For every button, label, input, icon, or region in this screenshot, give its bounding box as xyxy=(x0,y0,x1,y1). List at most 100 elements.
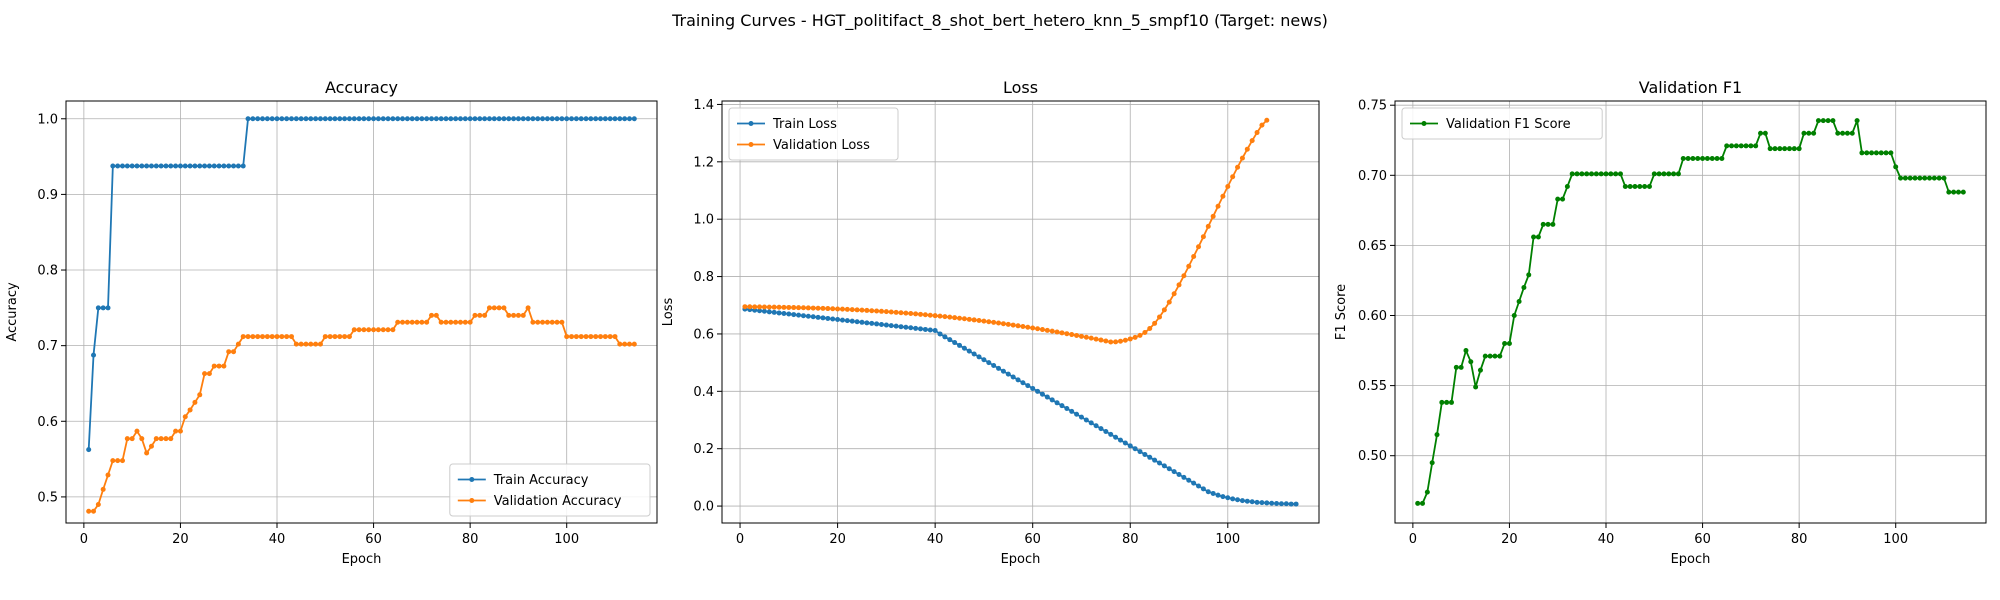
data-point xyxy=(883,322,889,328)
data-point xyxy=(211,363,217,369)
data-point xyxy=(1191,253,1197,259)
data-point xyxy=(971,351,977,357)
data-point xyxy=(1064,406,1070,412)
data-point xyxy=(235,163,241,169)
data-point xyxy=(1589,171,1595,177)
data-point xyxy=(486,305,492,311)
data-point xyxy=(264,116,270,122)
data-point xyxy=(1666,171,1672,177)
data-point xyxy=(1030,385,1036,391)
data-point xyxy=(1157,460,1163,466)
data-point xyxy=(124,436,130,442)
data-point xyxy=(1176,472,1182,478)
data-point xyxy=(927,327,933,333)
data-point xyxy=(1535,234,1541,240)
data-point xyxy=(520,312,526,318)
y-axis-label: Accuracy xyxy=(5,282,20,342)
data-point xyxy=(564,116,570,122)
data-point xyxy=(1171,291,1177,297)
data-point xyxy=(1200,234,1206,240)
data-point xyxy=(375,327,381,333)
data-point xyxy=(515,312,521,318)
legend-marker xyxy=(469,498,475,503)
data-point xyxy=(952,315,958,321)
data-point xyxy=(1502,341,1508,347)
data-point xyxy=(1564,184,1570,190)
data-point xyxy=(240,334,246,340)
data-point xyxy=(1147,454,1153,460)
data-point xyxy=(216,163,222,169)
data-point xyxy=(1820,118,1826,124)
data-point xyxy=(380,327,386,333)
data-point xyxy=(540,319,546,325)
x-tick-label: 0 xyxy=(1409,532,1417,547)
data-point xyxy=(1617,171,1623,177)
data-point xyxy=(453,319,459,325)
data-point xyxy=(820,315,826,321)
data-point xyxy=(781,310,787,316)
data-point xyxy=(932,328,938,334)
data-point xyxy=(322,334,328,340)
data-point xyxy=(893,309,899,315)
data-point xyxy=(187,163,193,169)
data-point xyxy=(269,116,275,122)
data-point xyxy=(1453,364,1459,370)
data-point xyxy=(1700,155,1706,161)
data-point xyxy=(859,319,865,325)
data-point xyxy=(1259,122,1265,128)
data-point xyxy=(583,116,589,122)
data-point xyxy=(564,334,570,340)
data-point xyxy=(1054,329,1060,335)
y-tick-label: 1.0 xyxy=(693,213,714,228)
data-point xyxy=(337,116,343,122)
x-axis-label: Epoch xyxy=(342,552,382,567)
data-point xyxy=(1005,371,1011,377)
data-point xyxy=(1859,150,1865,156)
data-point xyxy=(1473,384,1479,390)
data-point xyxy=(1220,494,1226,500)
data-point xyxy=(1444,399,1450,405)
data-point xyxy=(308,116,314,122)
data-point xyxy=(1010,322,1016,328)
data-point xyxy=(966,316,972,322)
data-point xyxy=(849,307,855,313)
data-point xyxy=(211,163,217,169)
data-point xyxy=(1181,273,1187,279)
data-point xyxy=(952,340,958,346)
data-point xyxy=(342,116,348,122)
data-point xyxy=(1225,183,1231,189)
data-point xyxy=(1951,189,1957,195)
data-point xyxy=(1161,307,1167,313)
data-point xyxy=(332,334,338,340)
data-point xyxy=(937,331,943,337)
data-point xyxy=(1161,463,1167,469)
data-point xyxy=(1113,339,1119,345)
legend-box xyxy=(1401,107,1603,140)
data-point xyxy=(1015,377,1021,383)
data-point xyxy=(1132,334,1138,340)
data-point xyxy=(1025,383,1031,389)
data-point xyxy=(264,334,270,340)
data-point xyxy=(1545,221,1551,227)
data-point xyxy=(496,305,502,311)
data-point xyxy=(1743,143,1749,149)
chart-panel-2: 0 20 40 60 80 100 0.50 0.55 0.60 0.65 0.70 0.75 Vali… xyxy=(1334,78,1987,567)
data-point xyxy=(1049,328,1055,334)
data-point xyxy=(177,428,183,434)
data-point xyxy=(313,341,319,347)
data-point xyxy=(433,116,439,122)
data-point xyxy=(1235,164,1241,170)
data-point xyxy=(761,304,767,310)
data-point xyxy=(95,305,101,311)
data-point xyxy=(1506,341,1512,347)
data-point xyxy=(1844,130,1850,136)
data-point xyxy=(1516,298,1522,304)
data-point xyxy=(438,319,444,325)
data-point xyxy=(110,163,116,169)
data-point xyxy=(279,116,285,122)
data-point xyxy=(947,337,953,343)
data-point xyxy=(1801,130,1807,136)
y-tick-label: 0.75 xyxy=(1358,99,1387,114)
data-point xyxy=(961,316,967,322)
